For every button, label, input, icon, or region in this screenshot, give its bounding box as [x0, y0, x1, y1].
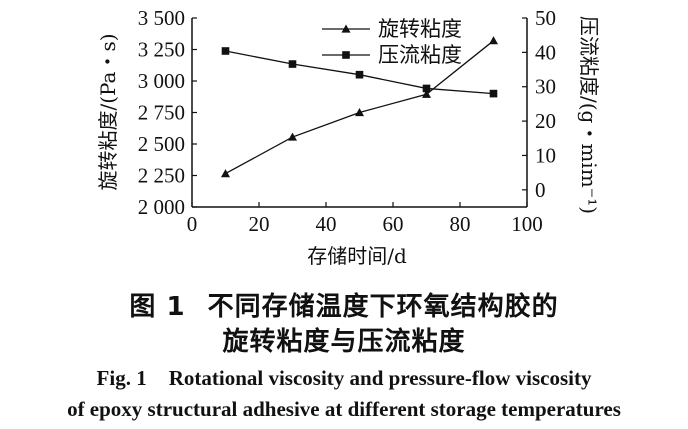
data-point-triangle	[288, 132, 297, 141]
caption-zh-line1: 图 1 不同存储温度下环氧结构胶的	[0, 286, 688, 323]
x-tick-label: 0	[187, 212, 198, 236]
data-point-square	[221, 47, 230, 55]
y-right-tick-label: 30	[535, 75, 556, 99]
caption-en-title-1: Rotational viscosity and pressure-flow v…	[168, 366, 592, 390]
data-point-triangle	[221, 169, 230, 178]
y-right-tick-label: 20	[535, 109, 556, 133]
legend-marker-square	[342, 51, 350, 59]
caption-en-fig-number: Fig. 1	[96, 366, 147, 390]
y-left-tick-label: 2 250	[138, 164, 185, 188]
x-tick-label: 100	[511, 212, 543, 236]
y-axis-left-title: 旋转粘度/(Pa・s)	[96, 33, 120, 190]
data-point-square	[288, 60, 297, 68]
data-point-square	[355, 70, 364, 79]
axes	[191, 17, 528, 208]
caption-en-title-2: of epoxy structural adhesive at differen…	[67, 397, 621, 421]
y-left-tick-label: 3 500	[138, 6, 185, 30]
y-axis-right-title: 压流粘度/(g・mim⁻¹)	[577, 16, 601, 214]
caption-en-line1: Fig. 1 Rotational viscosity and pressure-…	[0, 366, 688, 391]
x-axis-title: 存储时间/d	[307, 244, 407, 268]
y-right-tick-label: 10	[535, 143, 556, 167]
data-point-triangle	[422, 89, 431, 98]
y-right-tick-label: 40	[535, 40, 556, 64]
data-point-triangle	[355, 108, 364, 117]
y-left-tick-label: 2 750	[138, 101, 185, 125]
caption-zh-title-1: 不同存储温度下环氧结构胶的	[207, 292, 559, 322]
caption-zh-fig-number: 图 1	[129, 292, 186, 322]
y-left-tick-label: 2 000	[138, 195, 185, 219]
y-right-tick-label: 0	[535, 178, 546, 202]
x-tick-label: 20	[249, 212, 270, 236]
series-layer	[221, 36, 498, 178]
caption-zh-title-2: 旋转粘度与压流粘度	[222, 327, 466, 357]
y-left-tick-label: 3 000	[138, 69, 185, 93]
caption-zh-line2: 旋转粘度与压流粘度	[0, 321, 688, 358]
caption-en-line2: of epoxy structural adhesive at differen…	[0, 397, 688, 422]
legend-marker-triangle	[341, 24, 351, 33]
y-left-tick-label: 2 500	[138, 132, 185, 156]
y-left-tick-label: 3 250	[138, 38, 185, 62]
data-point-triangle	[489, 36, 498, 45]
data-point-square	[489, 89, 498, 98]
legend-label: 压流粘度	[378, 43, 462, 67]
x-tick-label: 80	[450, 212, 471, 236]
x-tick-label: 40	[316, 212, 337, 236]
data-point-square	[422, 84, 431, 93]
legend-label: 旋转粘度	[378, 17, 462, 41]
x-tick-label: 60	[383, 212, 404, 236]
y-right-tick-label: 50	[535, 6, 556, 30]
